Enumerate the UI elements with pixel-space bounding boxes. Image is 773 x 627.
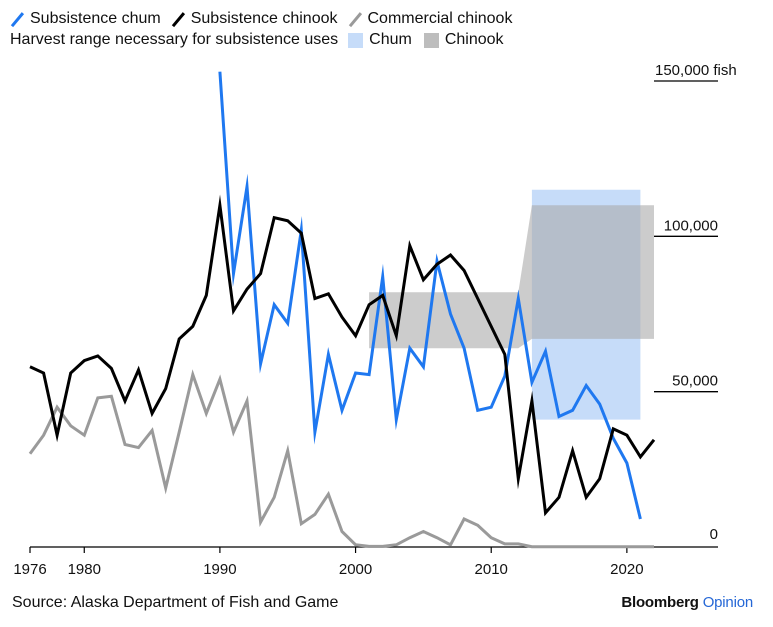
legend-label: Chum <box>369 31 412 48</box>
legend-label: Subsistence chum <box>30 10 161 27</box>
x-tick-label: 2020 <box>610 561 643 578</box>
legend-ranges: Harvest range necessary for subsistence … <box>10 31 514 49</box>
range-band-chinook <box>369 205 654 349</box>
legend-series: Subsistence chum Subsistence chinook Com… <box>10 10 522 28</box>
brand-logo: Bloomberg Opinion <box>621 594 753 611</box>
x-tick-label: 2000 <box>339 561 372 578</box>
series-line-commercial-chinook <box>28 369 654 549</box>
series-line-subsistence-chinook <box>29 194 656 517</box>
y-tick-label: 150,000 fish <box>655 62 737 79</box>
legend-label: Commercial chinook <box>367 10 513 27</box>
source-note: Source: Alaska Department of Fish and Ga… <box>12 594 339 611</box>
x-tick-label: 1990 <box>203 561 236 578</box>
brand-suffix: Opinion <box>702 594 754 611</box>
legend-ranges-title: Harvest range necessary for subsistence … <box>10 31 339 48</box>
legend-label: Chinook <box>444 31 504 48</box>
legend-item-subsistence-chinook: Subsistence chinook <box>171 10 338 28</box>
brand-name: Bloomberg <box>621 594 699 611</box>
legend-item-chum-range: Chum <box>346 31 412 49</box>
legend-label: Subsistence chinook <box>190 10 338 27</box>
x-tick-label: 2010 <box>475 561 508 578</box>
y-tick-label: 0 <box>710 526 718 543</box>
series-line-subsistence-chum <box>218 71 642 520</box>
chinook-range-swatch-icon <box>423 32 439 48</box>
legend-item-subsistence-chum: Subsistence chum <box>10 10 161 28</box>
y-tick-label: 100,000 <box>664 217 718 234</box>
x-tick-label: 1976 <box>13 561 46 578</box>
legend-item-commercial-chinook: Commercial chinook <box>348 10 513 28</box>
y-tick-label: 50,000 <box>672 373 718 390</box>
x-tick-label: 1980 <box>68 561 101 578</box>
legend-item-chinook-range: Chinook <box>422 31 504 49</box>
chum-range-swatch-icon <box>348 32 364 48</box>
